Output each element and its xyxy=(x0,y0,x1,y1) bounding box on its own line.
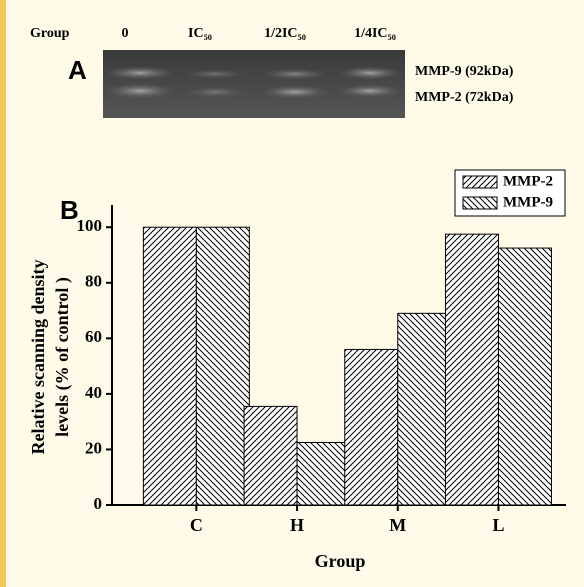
lane-label: 0 xyxy=(122,26,129,41)
bar xyxy=(398,313,451,505)
band-label: MMP-2 (72kDa) xyxy=(415,90,514,105)
legend-swatch xyxy=(463,197,497,209)
y-tick-label: 40 xyxy=(85,383,102,402)
x-tick-label: M xyxy=(389,515,406,535)
y-tick-label: 0 xyxy=(94,494,103,513)
panel-letter: A xyxy=(68,55,87,85)
lane-label: 1/4IC₅₀ xyxy=(354,26,396,41)
x-tick-label: C xyxy=(190,515,203,535)
bar xyxy=(244,406,297,505)
bar xyxy=(498,248,551,505)
y-axis-title-line: Relative scanning density xyxy=(28,259,48,454)
legend-swatch xyxy=(463,176,497,188)
group-label: Group xyxy=(30,26,70,41)
band-label: MMP-9 (92kDa) xyxy=(415,64,514,79)
y-axis-title-line: levels (% of control ) xyxy=(52,277,73,437)
figure: Group 0 IC₅₀ 1/2IC₅₀ 1/4IC₅₀ A MMP-9 (92… xyxy=(0,0,584,587)
lane-label: IC₅₀ xyxy=(188,26,212,41)
y-tick-label: 60 xyxy=(85,327,102,346)
x-tick-label: L xyxy=(492,515,504,535)
bar xyxy=(445,234,498,505)
y-tick-label: 100 xyxy=(77,216,103,235)
bar xyxy=(143,227,196,505)
y-tick-label: 80 xyxy=(85,272,102,291)
border xyxy=(0,0,6,587)
lane-label: 1/2IC₅₀ xyxy=(264,26,306,41)
bar xyxy=(196,227,249,505)
bar xyxy=(297,443,350,506)
bar xyxy=(345,349,398,505)
legend-label: MMP-2 xyxy=(503,173,553,189)
x-axis-title: Group xyxy=(315,551,366,571)
legend-label: MMP-9 xyxy=(503,194,553,210)
y-tick-label: 20 xyxy=(85,438,102,457)
x-tick-label: H xyxy=(290,515,304,535)
